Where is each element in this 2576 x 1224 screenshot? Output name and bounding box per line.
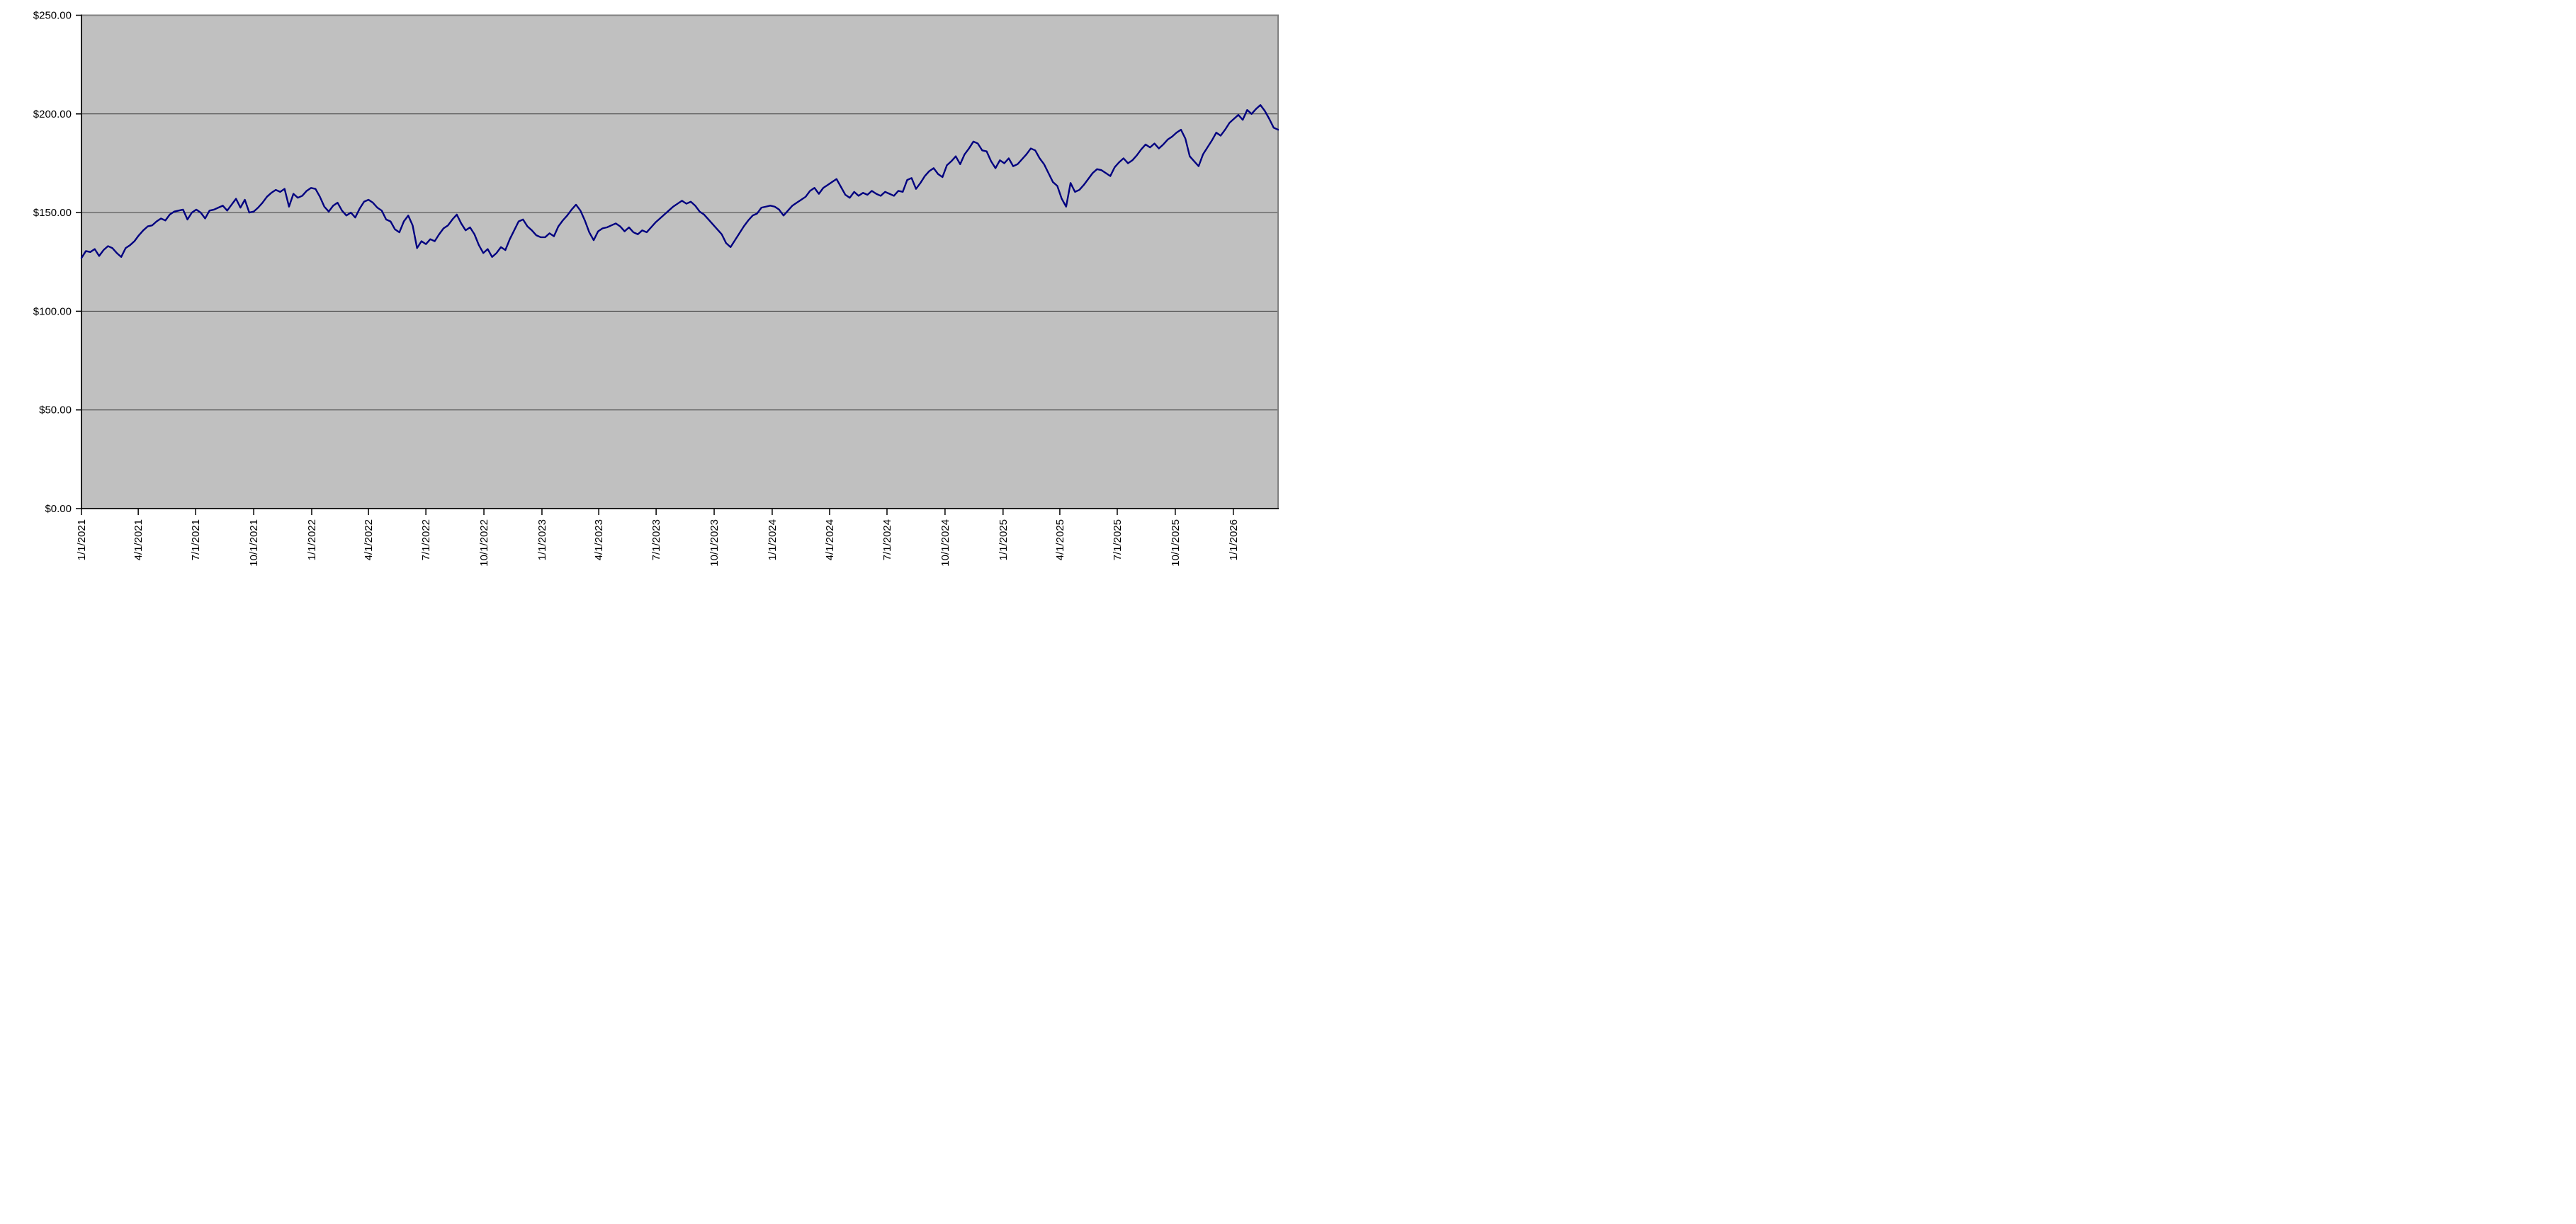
x-axis-tick-label: 1/1/2022 [306,519,318,560]
x-axis-tick-label: 7/1/2024 [881,519,893,560]
x-axis-tick-label: 10/1/2023 [708,519,721,567]
x-axis-tick-label: 4/1/2021 [132,519,145,560]
x-axis-tick-label: 10/1/2024 [939,519,951,567]
x-axis-ticks [81,509,1234,515]
x-axis-tick-label: 7/1/2021 [190,519,202,560]
x-axis-tick-label: 1/1/2021 [76,519,88,560]
x-axis-tick-label: 7/1/2022 [420,519,432,560]
x-axis-tick-label: 7/1/2025 [1112,519,1124,560]
x-axis-tick-label: 10/1/2025 [1170,519,1182,567]
y-axis-tick-label: $0.00 [45,503,72,515]
y-axis-tick-label: $150.00 [33,207,72,219]
x-axis-tick-label: 4/1/2025 [1054,519,1066,560]
y-axis-ticks [76,14,81,509]
x-axis-tick-label: 1/1/2025 [998,519,1010,560]
y-axis-tick-label: $100.00 [33,305,72,317]
x-axis-tick-label: 10/1/2021 [248,519,260,567]
y-axis-tick-label: $200.00 [33,108,72,120]
price-line-chart: $0.00$50.00$100.00$150.00$200.00$250.00 … [33,10,1279,567]
x-axis-tick-label: 1/1/2023 [536,519,548,560]
x-axis-tick-label: 1/1/2026 [1228,519,1240,560]
plot-area [81,15,1278,509]
x-axis-tick-label: 1/1/2024 [767,519,779,560]
axis-lines [81,14,1279,509]
y-axis-labels: $0.00 $50.00 $100.00 $150.00 $200.00 $250.00 [33,10,72,516]
x-axis-tick-label: 10/1/2022 [478,519,490,567]
x-axis-labels: 1/1/2021 4/1/2021 7/1/2021 10/1/2021 1/1/202… [76,519,1240,567]
x-axis-tick-label: 4/1/2024 [824,519,836,560]
x-axis-tick-label: 7/1/2023 [650,519,662,560]
x-axis-tick-label: 4/1/2022 [363,519,375,560]
chart-page: $0.00 $50.00 $100.00 $150.00 $200.00 $250.00 … [0,0,1288,612]
y-axis-tick-label: $250.00 [33,10,72,22]
price-line-series [80,104,1279,259]
x-axis-tick-label: 4/1/2023 [593,519,605,560]
y-axis-tick-label: $50.00 [39,404,72,416]
